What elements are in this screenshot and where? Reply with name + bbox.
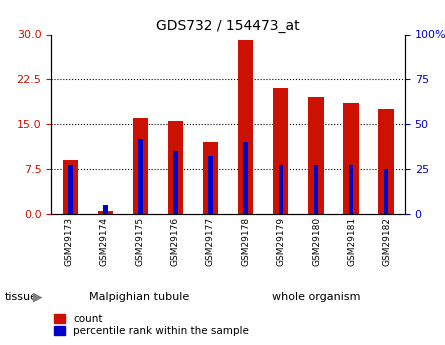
Bar: [174, 151, 178, 214]
Text: GSM29175: GSM29175: [135, 217, 144, 266]
Bar: [208, 157, 213, 214]
Bar: [279, 166, 283, 214]
Text: ▶: ▶: [33, 290, 43, 303]
Text: GSM29179: GSM29179: [277, 217, 286, 266]
Bar: [202, 142, 218, 214]
Bar: [103, 205, 108, 214]
Text: GSM29182: GSM29182: [383, 217, 392, 266]
Text: GSM29174: GSM29174: [100, 217, 109, 266]
Bar: [238, 40, 254, 214]
Bar: [308, 97, 324, 214]
Title: GDS732 / 154473_at: GDS732 / 154473_at: [156, 19, 300, 33]
Text: GSM29177: GSM29177: [206, 217, 215, 266]
Bar: [273, 88, 288, 214]
Bar: [168, 121, 183, 214]
Text: GSM29176: GSM29176: [170, 217, 179, 266]
Bar: [69, 166, 73, 214]
Text: GSM29181: GSM29181: [348, 217, 356, 266]
Legend: count, percentile rank within the sample: count, percentile rank within the sample: [54, 314, 249, 336]
Text: whole organism: whole organism: [272, 292, 361, 302]
Text: GSM29178: GSM29178: [241, 217, 250, 266]
Text: GSM29180: GSM29180: [312, 217, 321, 266]
Bar: [384, 169, 388, 214]
Bar: [138, 139, 142, 214]
Bar: [97, 211, 113, 214]
Bar: [378, 109, 393, 214]
Bar: [343, 103, 359, 214]
Bar: [314, 166, 318, 214]
Bar: [348, 166, 353, 214]
Text: tissue: tissue: [4, 292, 37, 302]
Text: GSM29173: GSM29173: [65, 217, 73, 266]
Bar: [133, 118, 148, 214]
Bar: [243, 142, 248, 214]
Text: Malpighian tubule: Malpighian tubule: [89, 292, 190, 302]
Bar: [63, 160, 78, 214]
